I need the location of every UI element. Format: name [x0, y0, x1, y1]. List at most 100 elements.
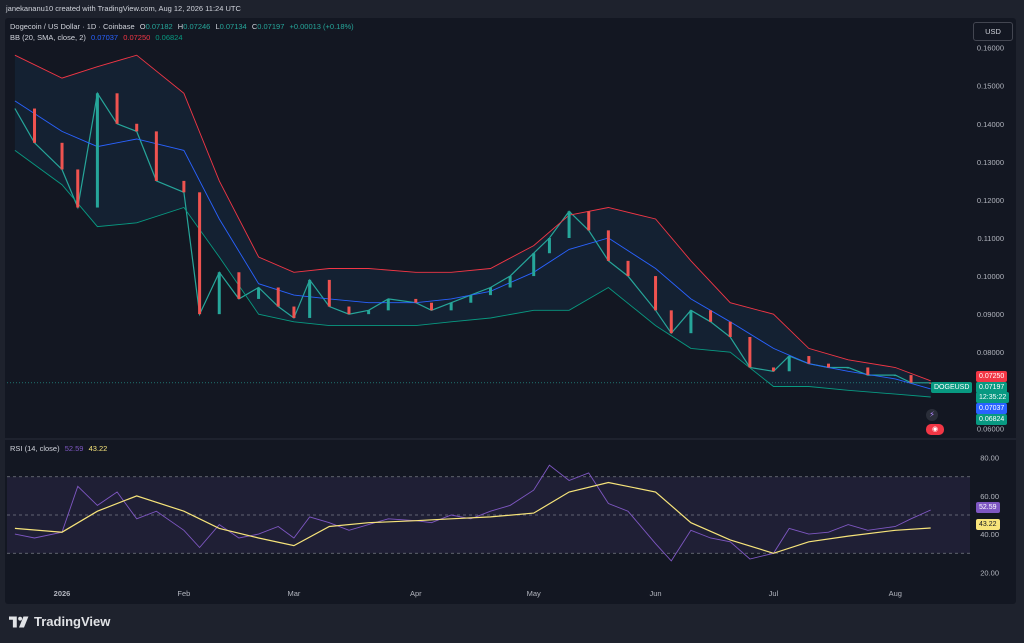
candle-bar: [626, 260, 630, 277]
candle-bar: [257, 287, 261, 299]
candle-bar: [33, 108, 37, 143]
candle-bar: [709, 310, 713, 322]
chart-panel[interactable]: [5, 18, 1016, 604]
bb-basis-value: 0.07037: [90, 33, 119, 42]
rsi-legend: RSI (14, close) 52.59 43.22: [10, 444, 110, 454]
candle-bar: [488, 287, 492, 296]
candle-bar: [449, 302, 453, 311]
price-axis-label: 0.10000: [977, 272, 1004, 281]
price-legend: Dogecoin / US Dollar · 1D · Coinbase O0.…: [10, 22, 357, 32]
candle-bar: [347, 306, 351, 315]
candle-bar: [95, 93, 99, 208]
bb-lower-tag: 0.06824: [976, 414, 1008, 425]
candle-bar: [154, 131, 158, 181]
candle-bar: [826, 363, 830, 368]
rsi-ma-tag: 43.22: [976, 519, 1000, 530]
candle-bar: [414, 298, 418, 303]
candle-bar: [217, 272, 221, 315]
candle-bar: [728, 321, 732, 337]
candle-bar: [386, 298, 390, 311]
time-axis-label: 2026: [54, 589, 71, 598]
candle-bar: [76, 169, 80, 208]
bb-basis-line: [14, 100, 931, 390]
price-axis-label: 0.11000: [977, 234, 1004, 243]
price-axis-label: 0.15000: [977, 82, 1004, 91]
candle-bar: [893, 375, 897, 377]
candle-bar: [198, 192, 202, 315]
candle-bar: [547, 238, 551, 254]
candle-bar: [669, 310, 673, 334]
candle-bar: [929, 382, 933, 384]
price-axis-label: 0.13000: [977, 158, 1004, 167]
bb-upper-line: [14, 54, 931, 382]
candle-bar: [60, 142, 64, 170]
rsi-tag: 52.59: [976, 502, 1000, 513]
rsi-axis-label: 60.00: [980, 492, 999, 501]
attribution-text: janekananu10 created with TradingView.co…: [6, 4, 241, 13]
candle-bar: [909, 375, 913, 383]
rsi-line: [14, 464, 931, 562]
symbol-tag: DOGEUSD: [931, 382, 973, 393]
bb-upper-tag: 0.07250: [976, 371, 1008, 382]
tradingview-logo[interactable]: TradingView: [9, 614, 110, 629]
candle-bar: [567, 211, 571, 238]
bb-basis-tag: 0.07037: [976, 403, 1008, 414]
rsi-axis-label: 20.00: [980, 568, 999, 577]
currency-button[interactable]: USD: [973, 22, 1013, 41]
candle-bar: [748, 337, 752, 368]
time-axis-label: Apr: [410, 589, 422, 598]
candle-bar: [276, 287, 280, 307]
time-axis-label: May: [527, 589, 541, 598]
attribution-bar: janekananu10 created with TradingView.co…: [0, 0, 1024, 18]
price-axis-label: 0.06000: [977, 424, 1004, 433]
ohlc-l: L0.07134: [215, 22, 247, 31]
price-axis-label: 0.16000: [977, 44, 1004, 53]
candle-bar: [866, 367, 870, 376]
time-axis-label: Feb: [177, 589, 190, 598]
rsi-title[interactable]: RSI (14, close): [10, 444, 60, 453]
time-axis-label: Jun: [650, 589, 662, 598]
ohlc-h: H0.07246: [177, 22, 211, 31]
candle-bar: [787, 356, 791, 372]
symbol-title[interactable]: Dogecoin / US Dollar · 1D · Coinbase: [10, 22, 135, 31]
flag-icon[interactable]: ◉: [926, 424, 944, 435]
bb-legend: BB (20, SMA, close, 2) 0.07037 0.07250 0…: [10, 33, 186, 43]
last-price-tag: 0.07197: [976, 382, 1008, 393]
time-axis-label: Jul: [769, 589, 779, 598]
bb-title[interactable]: BB (20, SMA, close, 2): [10, 33, 86, 42]
price-axis-label: 0.14000: [977, 120, 1004, 129]
candle-bar: [508, 276, 512, 288]
rsi-axis-label: 40.00: [980, 530, 999, 539]
ohlc-o: O0.071970.07182: [139, 22, 173, 31]
candle-bar: [308, 279, 312, 318]
bb-fill-area: [14, 55, 931, 397]
candle-bar: [292, 306, 296, 318]
candle-bar: [689, 310, 693, 334]
candle-bar: [182, 180, 186, 193]
candle-bar: [606, 230, 610, 261]
candle-bar: [771, 367, 775, 372]
ohlc-c: C0.07197: [251, 22, 285, 31]
price-axis-label: 0.08000: [977, 348, 1004, 357]
candle-bar: [115, 93, 119, 124]
candle-bar: [807, 356, 811, 364]
footer: [0, 604, 1024, 643]
countdown-tag: 12:35:22: [976, 392, 1010, 403]
candle-bar: [532, 253, 536, 277]
price-chart-svg[interactable]: 0.16000 0.15000 0.14000 0.13000 0.12000 0.110…: [0, 0, 1024, 604]
rsi-ma-line: [14, 481, 931, 554]
candle-bar: [654, 276, 658, 311]
candle-bar: [135, 123, 139, 132]
candle-bar: [587, 211, 591, 231]
rsi-value: 52.59: [64, 444, 84, 453]
time-axis-label: Mar: [287, 589, 300, 598]
price-axis-label: 0.09000: [977, 310, 1004, 319]
candle-bar: [430, 302, 434, 311]
candle-bar: [846, 367, 850, 369]
price-axis-label: 0.12000: [977, 196, 1004, 205]
candle-bar: [237, 272, 241, 299]
ohlc-change: +0.00013 (+0.18%): [289, 22, 354, 31]
bb-lower-value: 0.06824: [155, 33, 183, 42]
bb-lower-line: [14, 150, 931, 398]
lightning-icon[interactable]: ⚡: [926, 409, 938, 421]
